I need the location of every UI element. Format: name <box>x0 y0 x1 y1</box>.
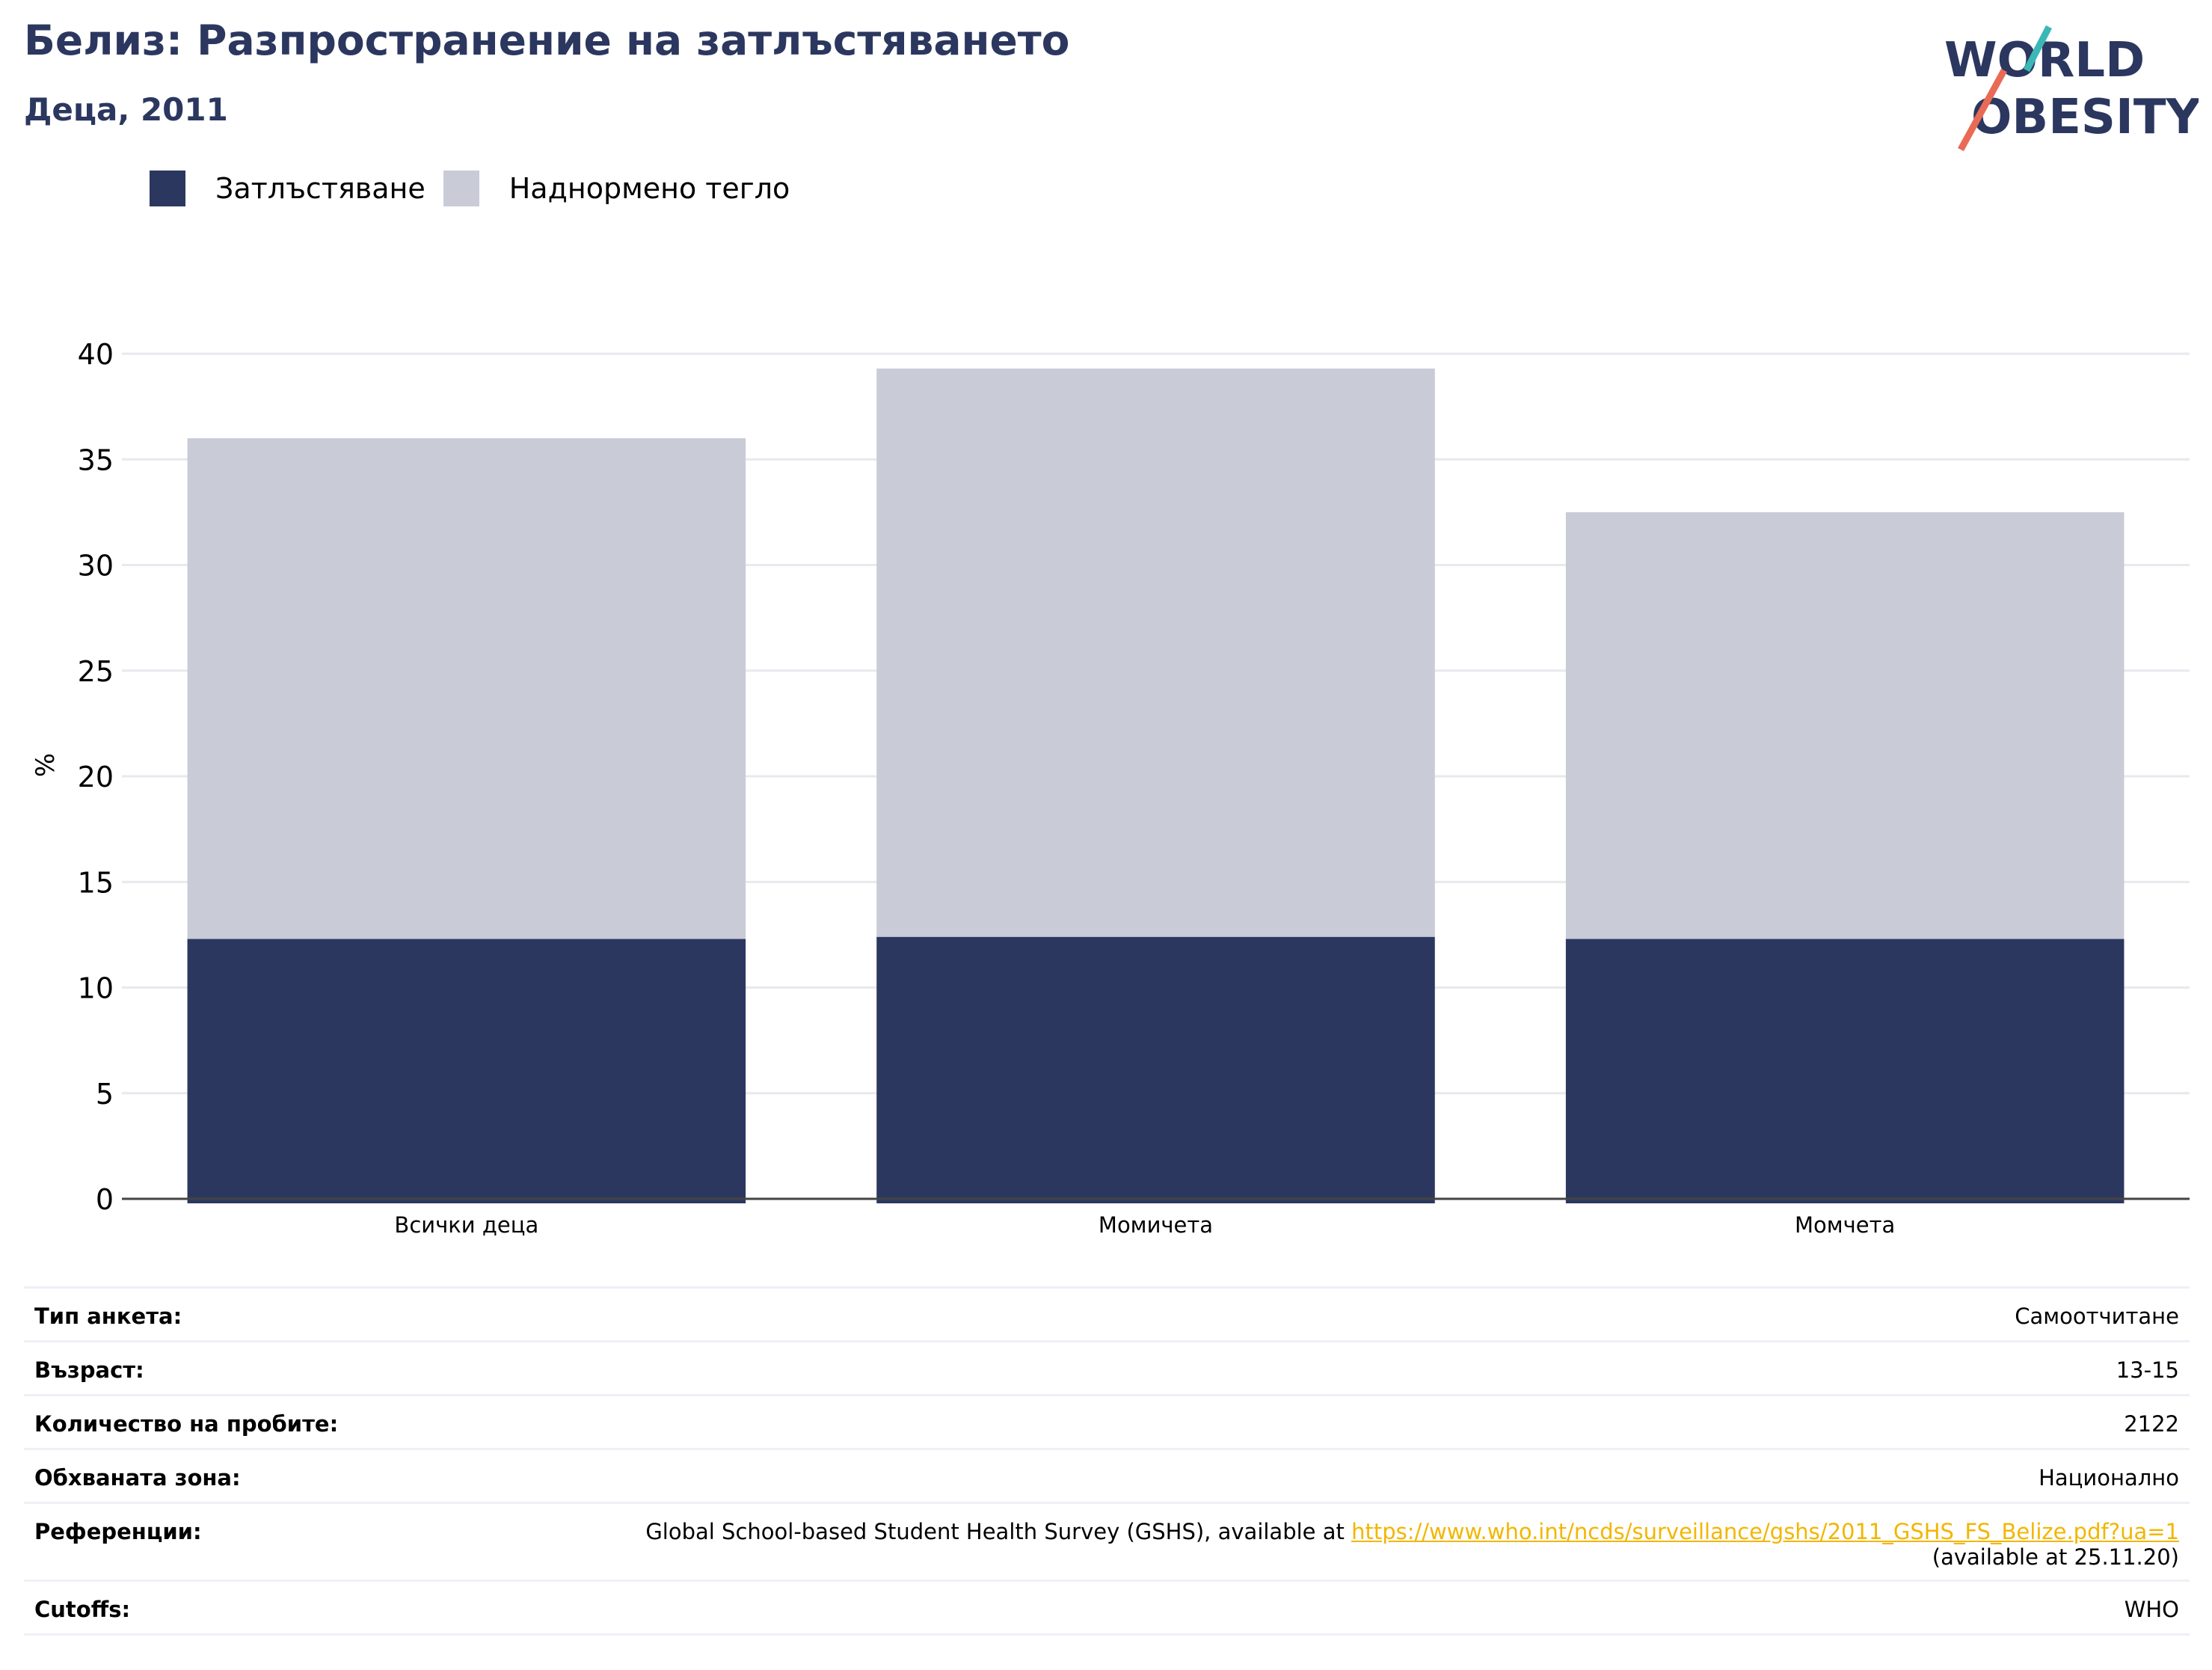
chart-legend: Затлъстяване Наднормено тегло <box>150 171 808 206</box>
bar-overweight <box>1565 512 2125 939</box>
info-value: WHO <box>398 1580 2190 1636</box>
info-row-sample-size: Количество на пробите: 2122 <box>24 1394 2190 1449</box>
logo-line2: OBESITY <box>1971 90 2199 145</box>
reference-text: Global School-based Student Health Surve… <box>645 1519 1352 1544</box>
world-obesity-logo: WORLD OBESITY <box>1944 25 2199 152</box>
bar-overweight <box>876 368 1435 937</box>
legend-swatch-overweight <box>443 171 479 206</box>
info-row-cutoffs: Cutoffs: WHO <box>24 1580 2190 1636</box>
legend-item-overweight: Наднормено тегло <box>443 171 790 206</box>
legend-swatch-obesity <box>150 171 185 206</box>
y-tick-label: 10 <box>78 972 114 1005</box>
legend-item-obesity: Затлъстяване <box>150 171 425 206</box>
y-axis-label: % <box>31 753 61 777</box>
info-label: Обхваната зона: <box>24 1448 399 1503</box>
info-label: Количество на пробите: <box>24 1394 399 1449</box>
chart-subtitle: Деца, 2011 <box>24 91 228 128</box>
x-tick-label: Всички деца <box>394 1212 538 1238</box>
info-label: Възраст: <box>24 1340 399 1396</box>
bar-obesity <box>876 936 1435 1203</box>
y-tick-label: 25 <box>78 655 114 688</box>
logo-slash-coral <box>1958 68 2007 152</box>
info-row-area: Обхваната зона: Национално <box>24 1448 2190 1503</box>
stacked-bar-chart: 0 5 10 15 20 25 30 35 40 Всички деца Момичета Момч… <box>31 338 2190 1238</box>
survey-info-table: Тип анкета: Самоотчитане Възраст: 13-15 … <box>24 1286 2190 1636</box>
info-label: Референции: <box>24 1502 399 1581</box>
y-tick-label: 35 <box>78 443 114 476</box>
x-tick-label: Момчета <box>1795 1212 1895 1238</box>
info-value: 2122 <box>398 1394 2190 1449</box>
y-tick-label: 40 <box>78 338 114 371</box>
x-tick-label: Момичета <box>1099 1212 1213 1238</box>
info-value: 13-15 <box>398 1340 2190 1396</box>
info-label: Тип анкета: <box>24 1286 399 1342</box>
info-value: Национално <box>398 1448 2190 1503</box>
info-value: Самоотчитане <box>398 1286 2190 1342</box>
reference-link[interactable]: https://www.who.int/ncds/surveillance/gs… <box>1351 1519 2179 1544</box>
info-value-references: Global School-based Student Health Surve… <box>398 1502 2190 1581</box>
y-tick-label: 15 <box>78 866 114 899</box>
info-row-age: Възраст: 13-15 <box>24 1340 2190 1396</box>
y-tick-label: 0 <box>96 1183 114 1216</box>
bars <box>187 368 2125 1203</box>
legend-label-obesity: Затлъстяване <box>215 172 425 205</box>
y-tick-label: 5 <box>96 1078 114 1111</box>
x-axis-ticks: Всички деца Момичета Момчета <box>394 1212 1895 1238</box>
bar-obesity <box>1565 939 2125 1203</box>
y-axis-ticks: 0 5 10 15 20 25 30 35 40 <box>78 338 114 1216</box>
y-tick-label: 20 <box>78 761 114 793</box>
y-tick-label: 30 <box>78 550 114 583</box>
bar-obesity <box>187 939 746 1203</box>
reference-suffix: (available at 25.11.20) <box>1932 1544 2179 1570</box>
info-label: Cutoffs: <box>24 1580 399 1636</box>
logo-slash-teal <box>2024 25 2052 73</box>
bar-overweight <box>187 438 746 939</box>
chart-title: Белиз: Разпространение на затлъстяването <box>24 16 1070 64</box>
info-row-references: Референции: Global School-based Student … <box>24 1502 2190 1581</box>
legend-label-overweight: Наднормено тегло <box>509 172 790 205</box>
info-row-survey-type: Тип анкета: Самоотчитане <box>24 1286 2190 1342</box>
